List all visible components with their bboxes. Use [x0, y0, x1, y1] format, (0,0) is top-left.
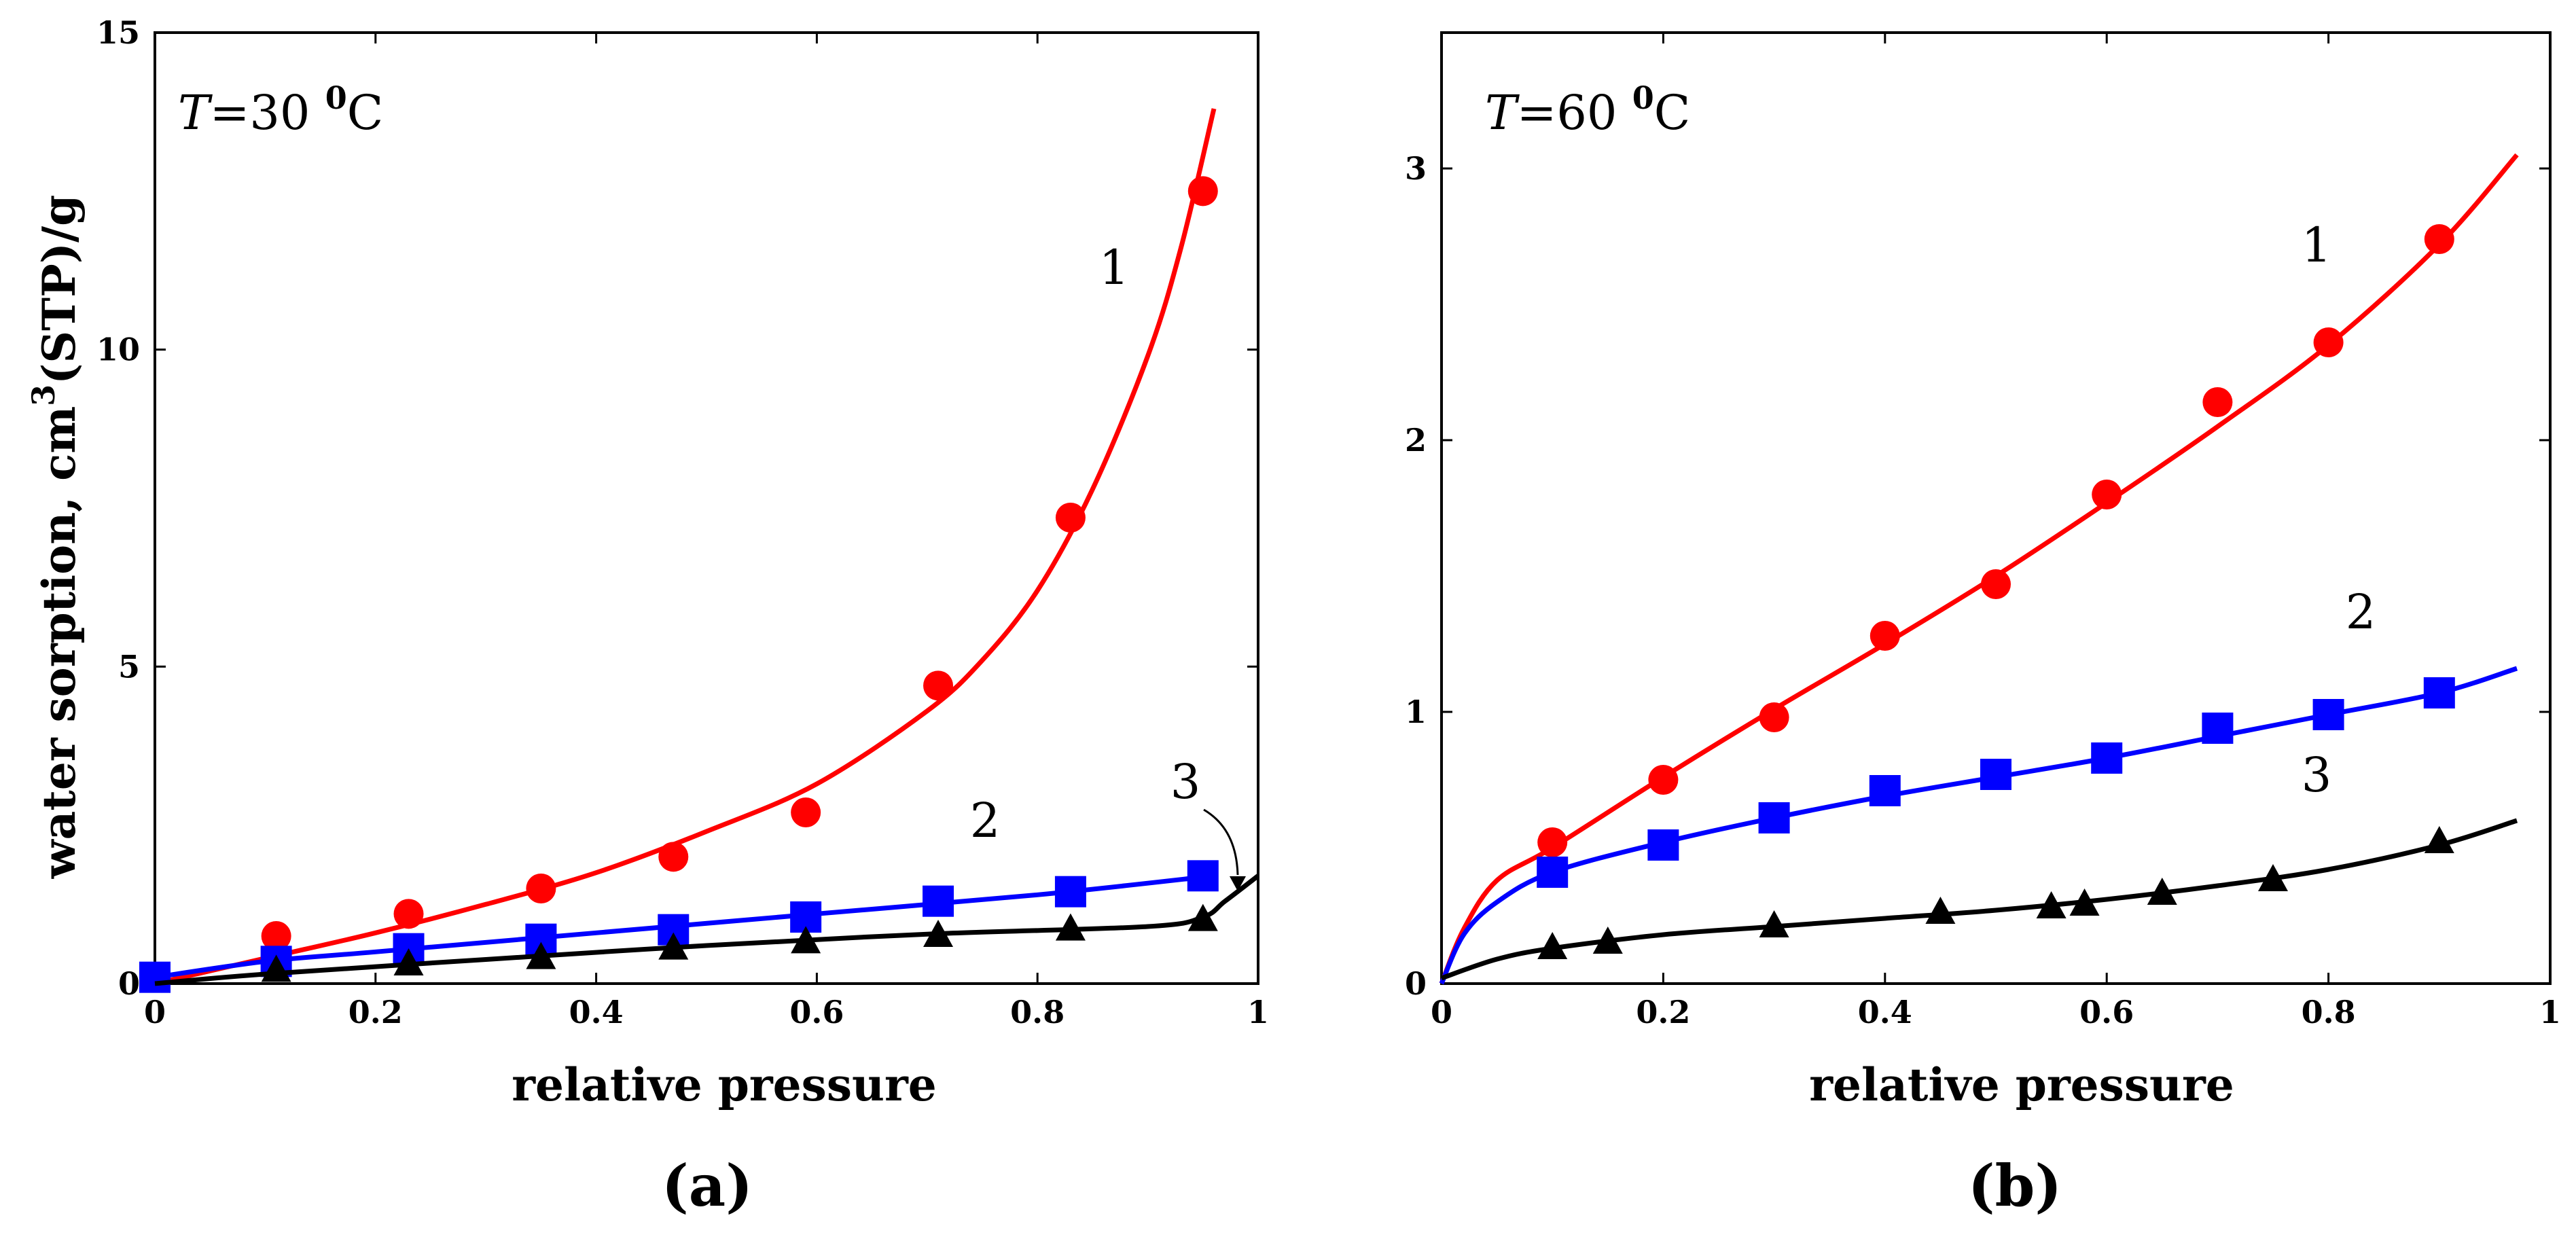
panel-b-series-3-point — [2036, 891, 2067, 918]
panel-b-series-3-point — [2069, 888, 2100, 916]
panel-a-y-tick-label: 0 — [118, 965, 140, 1002]
panel-a-series-1-point — [393, 899, 424, 929]
panel-a-series-1-point — [1187, 176, 1218, 206]
panel-a-series-3-point — [393, 948, 424, 975]
panel-b-y-tick-label: 2 — [1405, 422, 1427, 459]
panel-b-series-3-point — [1537, 932, 1568, 959]
panel-a-series-1-point — [923, 670, 954, 701]
panel-b-x-tick-label: 0.6 — [2079, 994, 2134, 1030]
panel-a-series-3-point — [1187, 903, 1218, 931]
panel-b-series-3-point — [1592, 927, 1623, 954]
panel-b-series-2-point — [2423, 677, 2455, 708]
panel-a-series-1-point — [526, 874, 556, 903]
panel-b-y-tick-label: 1 — [1405, 694, 1427, 730]
panel-a-series-3-point — [1055, 913, 1086, 941]
panel-b-series-2-point — [1758, 802, 1790, 833]
panel-b-plot-frame — [1440, 31, 2552, 985]
panel-b-series-3-point — [1759, 910, 1789, 937]
panel-a-series-3-point — [526, 941, 556, 969]
panel-b-series-1-point — [2202, 387, 2233, 417]
panel-b-series-3-point — [1925, 897, 1956, 924]
panel-a-series-1-curve — [154, 108, 1217, 986]
panel-b-x-tick-label: 0 — [1431, 994, 1452, 1030]
panel-b-x-tick-label: 0.2 — [1636, 994, 1690, 1030]
panel-a-y-tick-label: 5 — [118, 648, 140, 685]
panel-b-x-tick-label: 0.4 — [1858, 994, 1912, 1030]
panel-b-series-1-point — [1648, 765, 1679, 795]
y-axis-label: water sorption, cm3(STP)/g — [25, 195, 86, 880]
panel-b-series-1-point — [1981, 569, 2011, 599]
panel-a-series-3-point — [923, 920, 954, 947]
panel-b-x-tick-label: 0.8 — [2302, 994, 2356, 1030]
panel-a-x-tick-label: 0.2 — [348, 994, 403, 1030]
panel-a-y-tick-label: 15 — [96, 14, 140, 51]
panel-a-plot-frame — [154, 31, 1259, 985]
panel-a-x-tick-label: 0 — [144, 994, 166, 1030]
panel-b-x-tick-label: 1 — [2539, 994, 2561, 1030]
panel-b-series-2-point — [2202, 713, 2234, 744]
panel-b-series-2-point — [1980, 759, 2011, 790]
panel-b-series-2-label: 2 — [2346, 584, 2376, 640]
panel-a-temperature: T=30 0C — [178, 79, 383, 141]
panel-b-series-2-point — [2091, 742, 2123, 774]
panel-b-series-2-point — [1869, 775, 1901, 806]
panel-a-series-2-point — [1187, 860, 1219, 892]
panel-a-series-2-point — [923, 885, 954, 917]
panel-b-series-1-point — [1537, 827, 1568, 857]
panel-b-series-1-point — [2313, 327, 2344, 357]
panel-a-series-2-label: 2 — [970, 793, 1001, 848]
panel-a-x-tick-label: 0.6 — [789, 994, 844, 1030]
panel-b-series-3-point — [2258, 864, 2288, 891]
panel-a-series-1-point — [261, 921, 291, 951]
panel-a-series-2-point — [1054, 876, 1086, 908]
panel-a-y-tick-label: 10 — [96, 331, 140, 368]
panel-b-series-3-label: 3 — [2302, 747, 2332, 803]
panel-a-series-1-label: 1 — [1099, 240, 1130, 295]
panel-a-series-3-leader — [1203, 808, 1239, 876]
panel-b-y-tick-label: 3 — [1405, 150, 1427, 187]
panel-a-series-1-point — [1055, 503, 1086, 533]
panel-a-x-tick-label: 0.8 — [1010, 994, 1065, 1030]
panel-b-series-1-label: 1 — [2302, 217, 2332, 273]
panel-b-series-2-point — [1537, 857, 1569, 888]
panel-a-series-2-point — [139, 961, 171, 993]
panel-b-series-1-point — [2092, 480, 2122, 509]
panel-a-label: (a) — [662, 1152, 753, 1219]
panel-b-y-tick-label: 0 — [1405, 965, 1427, 1002]
panel-a-series-3-point — [261, 954, 291, 982]
panel-b-series-2-point — [2312, 699, 2344, 730]
panel-b-chart: 0 0.2 0.4 0.6 0.8 1 0 1 2 3 1 2 3 T=60 0C relative p… — [1405, 31, 2561, 1219]
panel-a-x-tick-label: 1 — [1247, 994, 1269, 1030]
panel-b-series-1-point — [1759, 702, 1789, 732]
panel-a-series-1-point — [658, 842, 689, 872]
panel-a-x-tick-label: 0.4 — [569, 994, 624, 1030]
panel-b-series-3-point — [2147, 878, 2177, 905]
panel-b-series-2-point — [1647, 829, 1679, 861]
panel-a-series-3-point — [658, 932, 689, 960]
panel-a-series-3-point — [791, 926, 821, 954]
panel-b-x-axis-label: relative pressure — [1809, 1058, 2234, 1111]
panel-a-series-1-point — [791, 797, 821, 827]
panel-b-series-3-point — [2424, 826, 2454, 853]
panel-a-x-axis-label: relative pressure — [512, 1058, 936, 1111]
panel-a-series-3-leader-arrowhead — [1230, 876, 1246, 891]
panel-b-temperature: T=60 0C — [1485, 79, 1690, 141]
panel-b-series-1-point — [1870, 621, 1900, 651]
panel-a-series-3-label: 3 — [1170, 754, 1201, 810]
panel-b-label: (b) — [1968, 1152, 2062, 1219]
panel-b-series-1-point — [2424, 224, 2454, 254]
